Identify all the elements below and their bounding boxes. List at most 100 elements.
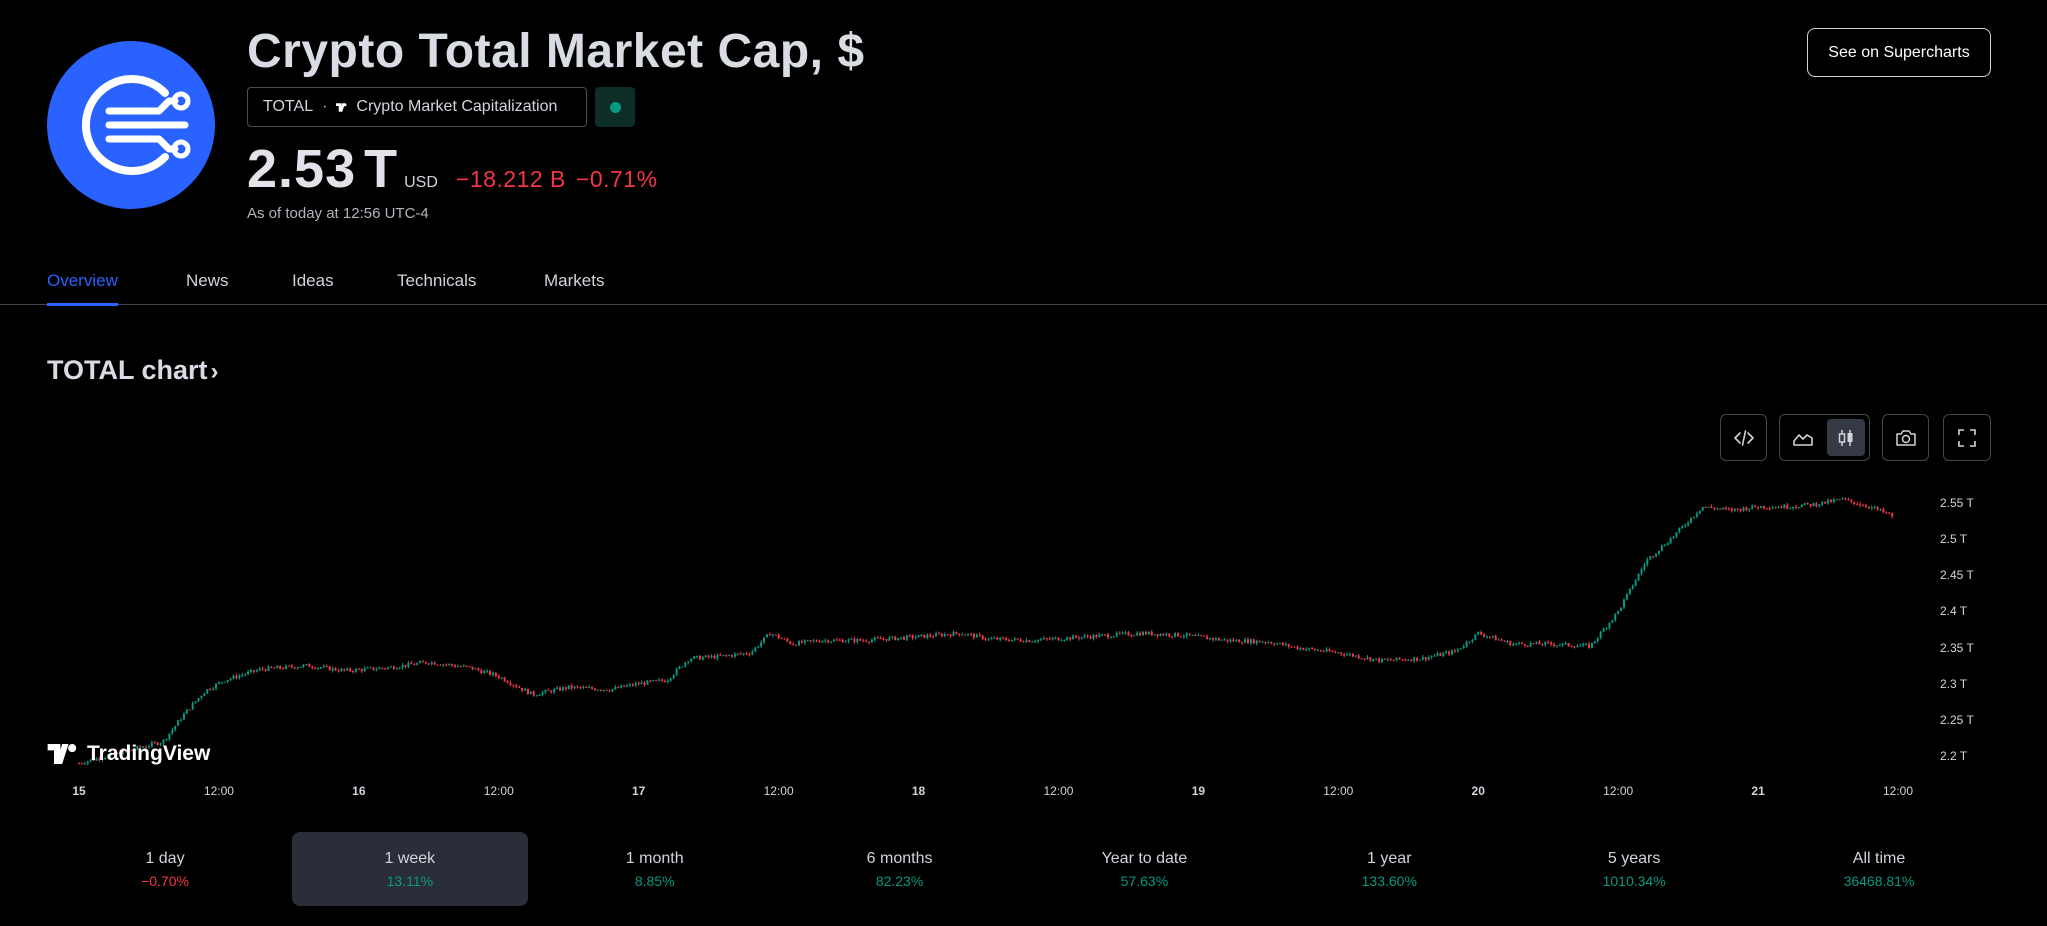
candle [503,676,506,683]
candle [331,666,334,673]
candle [1273,642,1276,647]
tradingview-watermark[interactable]: TradingView [47,742,210,766]
candle [1305,647,1308,652]
period-1-year[interactable]: 1 year 133.60% [1271,832,1507,906]
candle [456,664,459,668]
period-year-to-date[interactable]: Year to date 57.63% [1026,832,1262,906]
candle [952,630,955,637]
candle [340,667,343,672]
candle [95,757,98,761]
candle [771,633,774,638]
candle [1054,636,1057,640]
candle [290,663,293,669]
candle [1815,501,1818,508]
candle [809,640,812,643]
area-chart-icon [1793,433,1813,446]
logo [47,41,215,209]
candle [1506,639,1509,644]
candle [410,660,413,665]
period-all-time[interactable]: All time 36468.81% [1761,832,1997,906]
candle [78,762,81,765]
tab-technicals[interactable]: Technicals [397,271,477,290]
tab-ideas[interactable]: Ideas [292,271,334,290]
period-1-week[interactable]: 1 week 13.11% [291,832,528,906]
candle [768,632,771,636]
candle [1416,657,1419,663]
candle [319,666,322,670]
candle [1701,506,1704,511]
candle [273,667,276,669]
candle [1453,648,1456,653]
candle [162,739,165,746]
candle [168,733,171,742]
candle [993,636,996,639]
symbol-exchange-pill[interactable]: TOTAL · Crypto Market Capitalization [247,87,587,127]
candle [1407,658,1410,661]
candle [255,668,258,673]
price-tick-label: 2.2 T [1940,749,1968,763]
area-style-button[interactable] [1784,419,1822,456]
candle [608,689,611,692]
candle [1844,497,1847,501]
candle [1287,643,1290,649]
candle [623,685,626,688]
tab-news[interactable]: News [186,271,229,290]
see-on-supercharts-button[interactable]: See on Supercharts [1807,28,1991,77]
candle [86,760,89,766]
candle [1366,655,1369,660]
candle [1174,632,1177,638]
candle [1558,643,1561,647]
candle [1800,504,1803,508]
candle [730,654,733,658]
candle [917,635,920,638]
candle [518,685,521,689]
market-status-badge[interactable] [595,87,635,127]
candle [1567,642,1570,647]
period-1-day[interactable]: 1 day −0.70% [47,832,283,906]
candle [576,685,579,689]
period-label: 1 day [145,849,185,867]
candle [990,636,993,640]
screenshot-button[interactable] [1882,414,1929,461]
candle [328,665,331,671]
candle [468,666,471,668]
candle [369,666,372,669]
candle [885,639,888,642]
tab-markets[interactable]: Markets [544,271,605,290]
candle [1832,497,1835,504]
candle [1614,613,1617,623]
price-chart[interactable] [0,470,2047,800]
time-tick-label: 16 [352,784,366,798]
period-5-years[interactable]: 5 years 1010.34% [1516,832,1752,906]
candle [1258,640,1261,643]
candle [1780,505,1783,509]
period-6-months[interactable]: 6 months 82.23% [782,832,1018,906]
candle [1465,640,1468,648]
candle [1879,508,1882,511]
candle [413,662,416,666]
candle [314,666,317,670]
embed-button[interactable] [1720,414,1767,461]
candle [1340,652,1343,657]
candle [206,688,209,695]
fullscreen-button[interactable] [1943,414,1991,461]
candle [538,693,541,696]
candle [287,665,290,667]
candle [757,645,760,649]
tab-overview[interactable]: Overview [47,271,118,306]
candles-style-button[interactable] [1827,419,1865,456]
candle [334,667,337,672]
candle [1392,659,1395,662]
candle [678,665,681,670]
candle [133,747,136,752]
candle [561,686,564,692]
chart-title-link[interactable]: TOTAL chart › [47,355,219,386]
candle [1442,651,1445,658]
candle [792,642,795,646]
candle [305,663,308,666]
candle [407,660,410,669]
code-icon [1733,429,1754,446]
candle [1695,511,1698,519]
period-1-month[interactable]: 1 month 8.85% [537,832,773,906]
candle [352,670,355,674]
